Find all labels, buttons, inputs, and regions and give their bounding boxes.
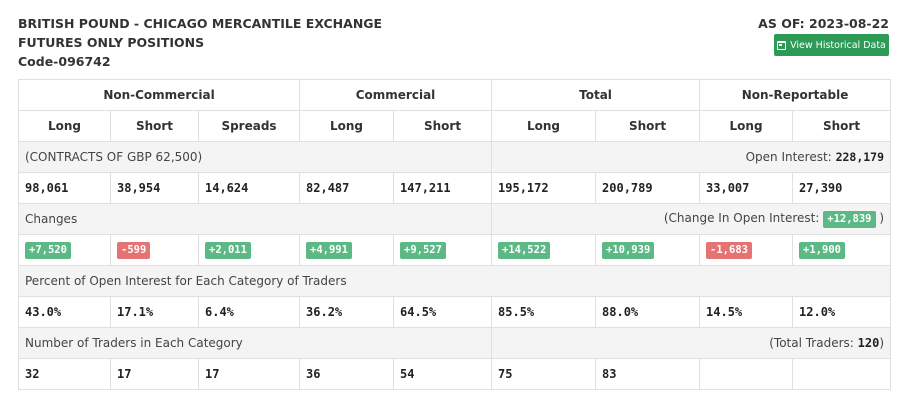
total-traders: (Total Traders: 120) [491,327,892,359]
percent-cell: 43.0% [18,296,111,328]
change-cell: +1,900 [792,234,892,266]
percent-cell: 88.0% [595,296,701,328]
group-header-row: Non-Commercial Commercial Total Non-Repo… [17,79,892,111]
percent-cell: 12.0% [792,296,892,328]
change-oi-label: (Change In Open Interest: [663,210,820,225]
total-traders-value: 120 [857,336,880,350]
percent-cell: 14.5% [699,296,794,328]
contracts-cell: 27,390 [792,172,892,204]
report-code: Code-096742 [18,54,111,69]
changes-values-row: +7,520 -599 +2,011 +4,991 +9,527 +14,522… [18,234,892,266]
change-open-interest: (Change In Open Interest: +12,839 ) [491,203,892,235]
contracts-cell: 33,007 [699,172,794,204]
contracts-cell: 38,954 [110,172,199,204]
percent-cell: 85.5% [491,296,597,328]
contracts-cell: 14,624 [197,172,301,204]
group-non-reportable: Non-Reportable [699,79,892,111]
percent-cell: 64.5% [393,296,493,328]
total-traders-label: (Total Traders: [769,336,854,350]
change-cell: +14,522 [491,234,597,266]
percent-values-row: 43.0% 17.1% 6.4% 36.2% 64.5% 85.5% 88.0%… [18,296,892,328]
calendar-icon [777,40,787,50]
traders-values-row: 32 17 17 36 54 75 83 [18,358,892,390]
traders-cell: 75 [491,358,597,390]
as-of-date: AS OF: 2023-08-22 [758,16,889,31]
change-badge: +7,520 [25,241,71,259]
subheader-cell: Short [110,110,199,142]
change-badge: +10,939 [602,241,655,259]
traders-cell: 54 [393,358,493,390]
change-badge: +9,527 [400,241,446,259]
percent-cell: 36.2% [299,296,395,328]
subheader-row: Long Short Spreads Long Short Long Short… [18,110,892,142]
subheader-cell: Short [393,110,493,142]
change-cell: +4,991 [299,234,395,266]
percent-cell: 17.1% [110,296,199,328]
contracts-cell: 195,172 [491,172,597,204]
change-badge: +2,011 [205,241,251,259]
subheader-cell: Long [491,110,597,142]
change-cell: -1,683 [699,234,794,266]
changes-section-row: Changes (Change In Open Interest: +12,83… [17,203,892,235]
subheader-cell: Long [18,110,111,142]
change-cell: +10,939 [595,234,701,266]
subheader-cell: Short [792,110,892,142]
group-non-commercial: Non-Commercial [17,79,301,111]
percent-label: Percent of Open Interest for Each Catego… [17,265,892,297]
report-title: BRITISH POUND - CHICAGO MERCANTILE EXCHA… [18,16,383,31]
change-badge: -599 [117,241,151,259]
cot-table: Non-Commercial Commercial Total Non-Repo… [17,79,892,390]
contracts-cell: 147,211 [393,172,493,204]
change-badge: -1,683 [706,241,752,259]
group-total: Total [491,79,701,111]
change-cell: +2,011 [197,234,301,266]
traders-cell [699,358,794,390]
report-subtitle: FUTURES ONLY POSITIONS [18,35,205,50]
open-interest-label: Open Interest: [745,150,832,164]
changes-label: Changes [17,203,493,235]
change-oi-badge: +12,839 [823,210,876,228]
view-historical-data-label: View Historical Data [790,39,886,51]
total-traders-close: ) [879,336,885,350]
change-oi-close: ) [879,210,885,225]
open-interest: Open Interest: 228,179 [491,141,892,173]
change-cell: -599 [110,234,199,266]
subheader-cell: Short [595,110,701,142]
traders-cell [792,358,892,390]
group-commercial: Commercial [299,79,493,111]
open-interest-value: 228,179 [835,150,885,164]
view-historical-data-button[interactable]: View Historical Data [774,34,889,56]
change-badge: +14,522 [498,241,551,259]
contracts-cell: 98,061 [18,172,111,204]
traders-cell: 17 [197,358,301,390]
contracts-cell: 200,789 [595,172,701,204]
traders-label: Number of Traders in Each Category [17,327,493,359]
percent-cell: 6.4% [197,296,301,328]
change-badge: +1,900 [799,241,845,259]
traders-cell: 32 [18,358,111,390]
percent-section-row: Percent of Open Interest for Each Catego… [17,265,892,297]
subheader-cell: Long [699,110,794,142]
change-cell: +9,527 [393,234,493,266]
traders-cell: 36 [299,358,395,390]
change-badge: +4,991 [306,241,352,259]
traders-cell: 17 [110,358,199,390]
traders-section-row: Number of Traders in Each Category (Tota… [17,327,892,359]
contracts-cell: 82,487 [299,172,395,204]
change-cell: +7,520 [18,234,111,266]
subheader-cell: Long [299,110,395,142]
report-header: BRITISH POUND - CHICAGO MERCANTILE EXCHA… [18,14,382,71]
contracts-section-row: (CONTRACTS OF GBP 62,500) Open Interest:… [17,141,892,173]
traders-cell: 83 [595,358,701,390]
subheader-cell: Spreads [197,110,301,142]
contracts-label: (CONTRACTS OF GBP 62,500) [17,141,493,173]
contracts-values-row: 98,061 38,954 14,624 82,487 147,211 195,… [18,172,892,204]
